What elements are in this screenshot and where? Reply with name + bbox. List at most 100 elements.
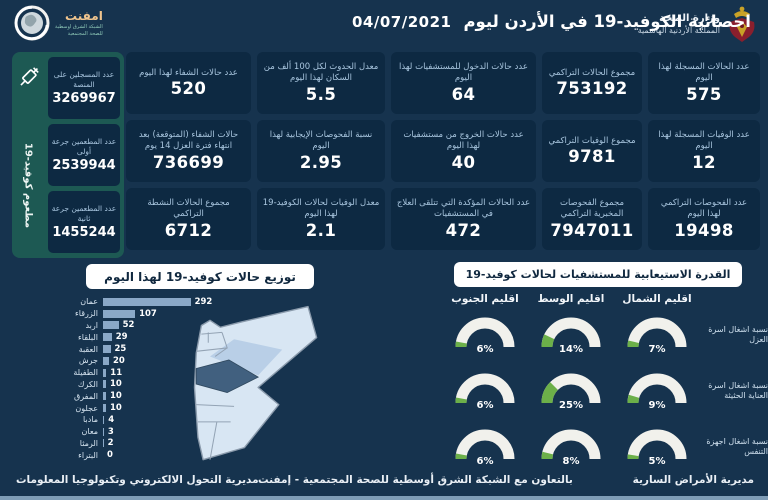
card-label: عدد حالات الشفاء لهذا اليوم xyxy=(139,67,238,78)
bar-row: معان 3 xyxy=(6,426,212,438)
gauge-value: 8% xyxy=(562,456,580,467)
capacity-row: نسبة اشغال اسرة العزل 7% 14% 6% xyxy=(440,309,768,361)
syringe-icon xyxy=(20,67,39,86)
bar-row: عجلون 10 xyxy=(6,402,212,414)
bar xyxy=(103,356,109,365)
card-label: معدل الحدوث لكل 100 ألف من السكان لهذا ا… xyxy=(263,62,379,83)
page-title: احصائية الكوفيد-19 في الأردن ليوم xyxy=(463,12,751,31)
distribution-title: توزيع حالات كوفيد-19 لهذا اليوم xyxy=(86,264,314,289)
card-value: 6712 xyxy=(164,220,213,240)
card-value: 5.5 xyxy=(305,84,337,104)
bar-category-label: مادبا xyxy=(83,415,98,425)
bar-category-label: العقبة xyxy=(78,344,98,354)
card-label: نسبة الفحوصات الإيجابية لهذا اليوم xyxy=(269,130,373,151)
gauge-value: 14% xyxy=(559,344,583,355)
capacity-grid: اقليم الشمال اقليم الوسط اقليم الجنوب نسبة … xyxy=(440,293,768,477)
bar-row: اربد 52 xyxy=(6,320,212,332)
vaccination-card-registered: عدد المسجلين على المنصة 3269967 xyxy=(48,57,120,119)
region-header: اقليم الجنوب xyxy=(451,293,519,305)
vaccination-card-first-dose: عدد المطعمين جرعة أولى 2539944 xyxy=(48,124,120,186)
stat-card: عدد الحالات المسجلة لهذا اليوم 575 xyxy=(648,52,760,114)
stat-column-rates: معدل الحدوث لكل 100 ألف من السكان لهذا ا… xyxy=(257,52,385,250)
gauge-value: 5% xyxy=(648,456,666,467)
bar-value: 3 xyxy=(107,426,114,437)
stat-card: مجموع الحالات النشطة التراكمي 6712 xyxy=(126,188,251,250)
bottom-strip xyxy=(0,496,768,500)
gauge-arc-icon xyxy=(541,429,601,460)
card-label: عدد حالات الدخول للمستشفيات لهذا اليوم xyxy=(399,62,528,83)
card-label: عدد المطعمين جرعة أولى xyxy=(51,136,117,156)
bar xyxy=(103,380,106,389)
capacity-region-headers: اقليم الشمال اقليم الوسط اقليم الجنوب xyxy=(440,293,768,305)
card-label: عدد المسجلين على المنصة xyxy=(53,69,115,89)
card-value: 64 xyxy=(451,84,476,104)
region-header: اقليم الوسط xyxy=(537,293,605,305)
gauge-value: 6% xyxy=(476,400,494,411)
jordan-crest-icon xyxy=(729,6,755,42)
capacity-gauge: 6% xyxy=(442,365,528,417)
card-value: 753192 xyxy=(556,79,628,99)
bar-category-label: معان xyxy=(81,427,98,437)
title-group: احصائية الكوفيد-19 في الأردن ليوم 04/07/… xyxy=(352,12,751,31)
gauge-arc-icon xyxy=(455,429,515,460)
capacity-row: نسبة اشغال اجهزة التنفس 5% 8% 6% xyxy=(440,421,768,473)
bar-row: الطفيلة 11 xyxy=(6,367,212,379)
capacity-gauge: 6% xyxy=(442,309,528,361)
bar-row: جرش 20 xyxy=(6,355,212,367)
bar-category-label: عجلون xyxy=(75,403,98,413)
card-value: 736699 xyxy=(152,152,225,172)
capacity-gauge: 14% xyxy=(528,309,614,361)
bar-row: المفرق 10 xyxy=(6,390,212,402)
card-label: عدد المطعمين جرعة ثانية xyxy=(51,203,117,223)
footer-emphnet-cooperation: بالتعاون مع الشبكة الشرق أوسطية للصحة ال… xyxy=(258,474,573,486)
gauge-value: 6% xyxy=(476,456,494,467)
stat-card: عدد الوفيات المسجلة لهذا اليوم 12 xyxy=(648,120,760,182)
capacity-gauge: 6% xyxy=(442,421,528,473)
bar-row: الكرك 10 xyxy=(6,379,212,391)
vaccination-strip: مطعوم كوفيد-19 xyxy=(12,52,46,258)
vaccination-vertical-label: مطعوم كوفيد-19 xyxy=(22,142,34,229)
bar-value: 10 xyxy=(110,379,122,390)
emphnet-subtitle-1: الشبكة الشرق اوسطية xyxy=(55,24,103,30)
gauge-value: 7% xyxy=(648,344,666,355)
gauge-arc-icon xyxy=(627,429,687,460)
bar-category-label: الكرك xyxy=(77,379,98,389)
gauge-value: 25% xyxy=(559,400,583,411)
vaccination-panel: مطعوم كوفيد-19 عدد المسجلين على المنصة 3… xyxy=(12,52,124,258)
capacity-row-label: نسبة اشغال اسرة العناية الحثيثة xyxy=(708,380,768,400)
bar-category-label: الرمثا xyxy=(79,438,98,448)
capacity-section: القدرة الاستيعابية للمستشفيات لحالات كوف… xyxy=(440,262,768,468)
bar-category-label: البلقاء xyxy=(78,332,98,342)
stat-card: مجموع الوفيات التراكمي 9781 xyxy=(542,120,642,182)
card-value: 3269967 xyxy=(52,91,116,107)
stat-column-cumulative: مجموع الحالات التراكمي 753192 مجموع الوفي… xyxy=(542,52,642,250)
bar-value: 0 xyxy=(107,450,113,461)
stat-card: عدد الفحوصات التراكمي لهذا اليوم 19498 xyxy=(648,188,760,250)
stat-card: حالات الشفاء (المتوقعة) بعد انتهاء فترة … xyxy=(126,120,251,182)
gauge-arc-icon xyxy=(541,373,601,404)
bar-row: البلقاء 29 xyxy=(6,331,212,343)
gauge-arc-icon xyxy=(627,317,687,348)
bar xyxy=(103,439,104,448)
bar-row: الزرقاء 107 xyxy=(6,308,212,320)
footer-it-directorate: مديرية التحول الالكتروني وتكنولوجيا المع… xyxy=(16,474,259,486)
bar-category-label: جرش xyxy=(78,356,98,366)
card-value: 2539944 xyxy=(52,158,116,174)
bar-row: الرمثا 2 xyxy=(6,438,212,450)
bar-value: 4 xyxy=(108,414,115,425)
capacity-gauge: 8% xyxy=(528,421,614,473)
ministry-kingdom: المملكة الأردنية الهاشمية xyxy=(637,26,720,35)
stat-card: عدد الحالات المؤكدة التي تتلقى العلاج في… xyxy=(391,188,536,250)
vaccination-card-second-dose: عدد المطعمين جرعة ثانية 1455244 xyxy=(48,191,120,253)
bar xyxy=(103,404,106,413)
emphnet-globe-icon xyxy=(14,5,50,41)
gauge-value: 6% xyxy=(476,344,494,355)
bar-row: البتراء 0 xyxy=(6,449,212,461)
bar xyxy=(103,345,111,354)
bar-category-label: المفرق xyxy=(74,391,98,401)
capacity-gauge: 9% xyxy=(614,365,700,417)
ministry-logo-block: وزارة الصحة المملكة الأردنية الهاشمية xyxy=(638,5,758,43)
capacity-row-label: نسبة اشغال اسرة العزل xyxy=(708,324,768,344)
vaccination-cards: عدد المسجلين على المنصة 3269967 عدد المط… xyxy=(46,52,124,258)
card-label: عدد الفحوصات التراكمي لهذا اليوم xyxy=(660,198,748,219)
